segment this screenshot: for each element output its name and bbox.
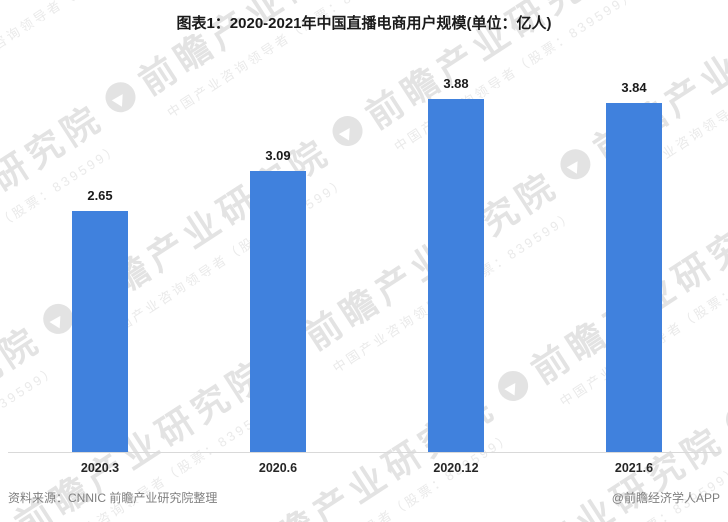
bar-value-label: 2.65 (87, 188, 113, 203)
x-axis-tick-label: 2021.6 (614, 461, 654, 475)
credit-note: @前瞻经济学人APP (611, 491, 720, 505)
bar-value-label: 3.88 (443, 76, 469, 91)
qianzhan-logo-icon (99, 76, 142, 118)
watermark-text: 前瞻产业研究院 (0, 0, 174, 72)
bar (250, 171, 306, 452)
x-axis-tick-label: 2020.6 (258, 461, 298, 475)
source-note: 资料来源：CNNIC 前瞻产业研究院整理 (8, 491, 218, 505)
x-axis-line (8, 452, 720, 453)
x-axis-tick-label: 2020.3 (80, 461, 120, 475)
qianzhan-logo-icon (720, 398, 728, 440)
qianzhan-logo-icon (554, 143, 597, 185)
bar (428, 99, 484, 452)
bar-value-label: 3.84 (621, 80, 647, 95)
watermark-subtext: 中国产业咨询领导者（股票：839599） (721, 492, 728, 522)
chart-title: 图表1：2020-2021年中国直播电商用户规模(单位：亿人) (176, 15, 552, 32)
bar-value-label: 3.09 (265, 148, 291, 163)
watermark-text: 前瞻产业研究院 (0, 317, 49, 513)
x-axis-tick-label: 2020.12 (433, 461, 479, 475)
bar (72, 211, 128, 452)
qianzhan-logo-icon (326, 110, 369, 152)
qianzhan-logo-icon (492, 365, 534, 407)
watermark-text: 前瞻产业研究院 (685, 445, 728, 522)
bar (606, 103, 662, 452)
